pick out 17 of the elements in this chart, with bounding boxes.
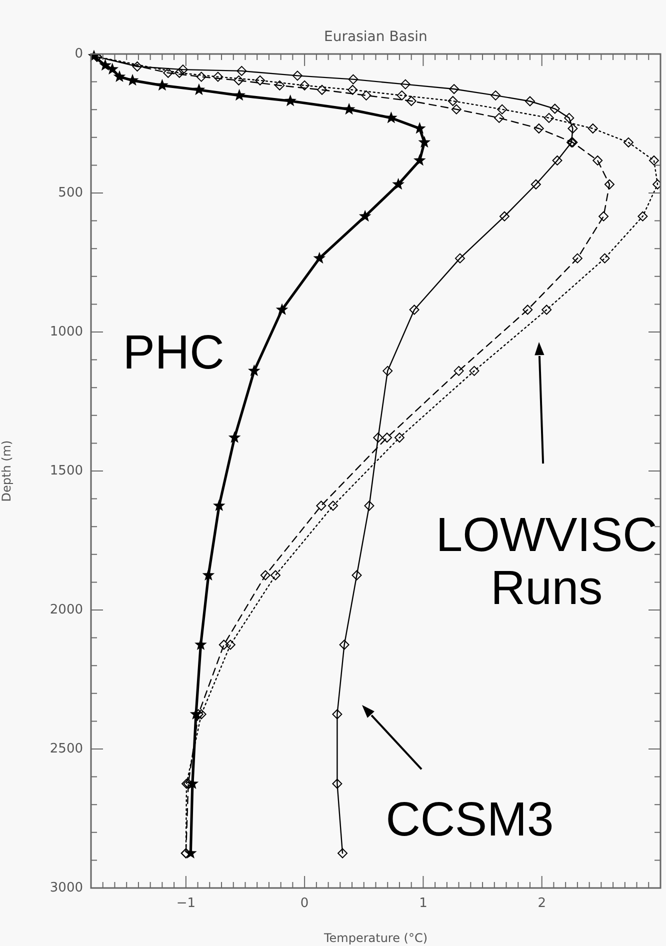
x-tick-label: 2 bbox=[538, 896, 546, 912]
annotation: LOWVISC Runs bbox=[436, 508, 658, 616]
x-tick-label: −1 bbox=[176, 896, 196, 912]
y-tick-label: 2000 bbox=[50, 602, 83, 618]
y-tick-label: 3000 bbox=[50, 880, 83, 896]
y-tick-label: 1500 bbox=[50, 463, 83, 478]
chart-title: Eurasian Basin bbox=[324, 29, 428, 45]
x-tick-label: 1 bbox=[419, 896, 428, 912]
x-axis-title: Temperature (°C) bbox=[322, 930, 428, 945]
annotation: CCSM3 bbox=[386, 794, 554, 848]
y-axis-title: Depth (m) bbox=[0, 440, 14, 502]
y-tick-label: 2500 bbox=[50, 741, 83, 756]
x-tick-label: 0 bbox=[300, 896, 309, 912]
y-tick-label: 500 bbox=[58, 185, 83, 200]
annotation: PHC bbox=[122, 326, 224, 381]
y-tick-label: 0 bbox=[74, 46, 83, 62]
y-tick-label: 1000 bbox=[50, 324, 83, 340]
